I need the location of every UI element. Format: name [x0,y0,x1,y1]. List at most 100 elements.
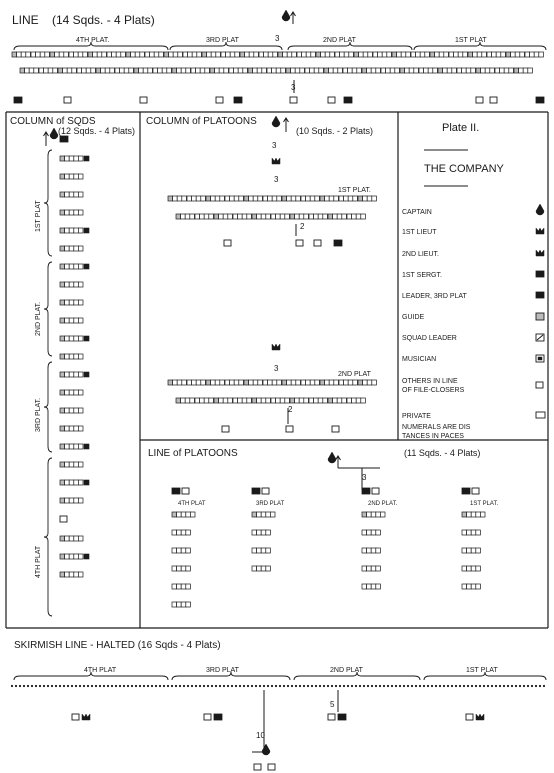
private-cell [370,565,377,572]
private-cell [251,529,257,536]
private-cell [64,317,70,324]
private-cell [78,155,84,162]
private-cell [176,511,182,518]
private-cell [196,51,202,58]
private-cell [360,213,366,220]
private-cell [442,67,448,74]
private-cell [28,67,35,74]
skirmisher-dot [402,684,406,688]
captain-icon [327,451,337,464]
skirmisher-dot [198,684,202,688]
file-closer-icon [267,763,276,771]
platoon-brace [413,41,547,51]
private-cell [85,67,92,74]
captain-icon [281,9,291,22]
private-cell [361,67,367,74]
private-cell [185,547,191,554]
private-cell [352,379,358,386]
first-sergt-icon [535,270,545,278]
line-platoon-label: 4TH PLAT. [76,37,109,44]
skirmisher-dot [390,684,394,688]
skirmisher-dot [458,684,462,688]
skirmisher-dot [446,684,450,688]
private-cell [470,547,477,554]
private-cell [475,529,481,536]
skirmisher-dot [98,684,102,688]
private-cell [300,379,306,386]
private-cell [324,379,330,386]
line-title: LINE [12,13,39,27]
private-cell [348,51,354,58]
private-cell [166,67,172,74]
private-cell [25,51,31,58]
private-cell [218,67,225,74]
private-cell [219,379,225,386]
private-cell [394,67,400,74]
private-cell [171,511,177,518]
private-cell [199,213,205,220]
private-cell [38,67,44,74]
private-cell [181,379,187,386]
private-cell [337,67,343,74]
private-cell [68,209,75,216]
skirmisher-dot [162,684,166,688]
private-cell [481,51,487,58]
skirmisher-dot [318,684,322,688]
file-closer-icon [71,713,80,721]
skirmisher-dot [214,684,218,688]
private-cell [380,67,386,74]
private-cell [248,195,254,202]
private-cell [475,583,481,590]
line-platoon-label: 3RD PLAT [206,37,240,44]
skirmisher-dot [386,684,390,688]
private-cell [533,51,540,58]
private-cell [78,479,84,486]
private-cell [158,51,164,58]
private-cell [64,209,70,216]
skirmisher-dot [342,684,346,688]
private-cell [529,51,535,58]
skirmisher-dot [510,684,514,688]
private-cell [270,397,276,404]
private-cell [185,511,191,518]
skirmisher-dot [258,684,262,688]
private-cell [341,397,347,404]
leader-icon [337,713,347,721]
skirmisher-dot [78,684,82,688]
private-cell [81,67,87,74]
private-cell [296,51,302,58]
private-cell [175,397,181,404]
private-cell [73,173,79,180]
private-cell [64,389,70,396]
private-cell [470,565,477,572]
private-cell [308,213,314,220]
private-cell [385,67,391,74]
private-cell [73,191,79,198]
private-cell [195,379,202,386]
private-cell [266,67,272,74]
platoon-brace [423,671,547,681]
private-cell [343,195,349,202]
squad-leader-icon [83,479,90,486]
private-cell [295,379,301,386]
private-cell [222,397,229,404]
private-cell [68,317,75,324]
column-sqds-platoon-label: 4TH PLAT [35,545,42,578]
skirmisher-dot [514,684,518,688]
line-platoons-title: LINE of PLATOONS [148,448,238,459]
private-cell [289,397,295,404]
private-cell [375,67,381,74]
private-cell [462,51,468,58]
private-cell [243,379,249,386]
private-cell [375,529,381,536]
skirmisher-dot [378,684,382,688]
private-cell [64,443,70,450]
column-platoons-distance: 3 [272,141,277,150]
skirmisher-dot [270,684,274,688]
private-cell [78,461,84,468]
private-cell [351,67,358,74]
private-cell [322,397,328,404]
private-cell [171,529,177,536]
column-sqds-count: (12 Sqds. - 4 Plats) [58,126,135,136]
private-cell [486,51,492,58]
